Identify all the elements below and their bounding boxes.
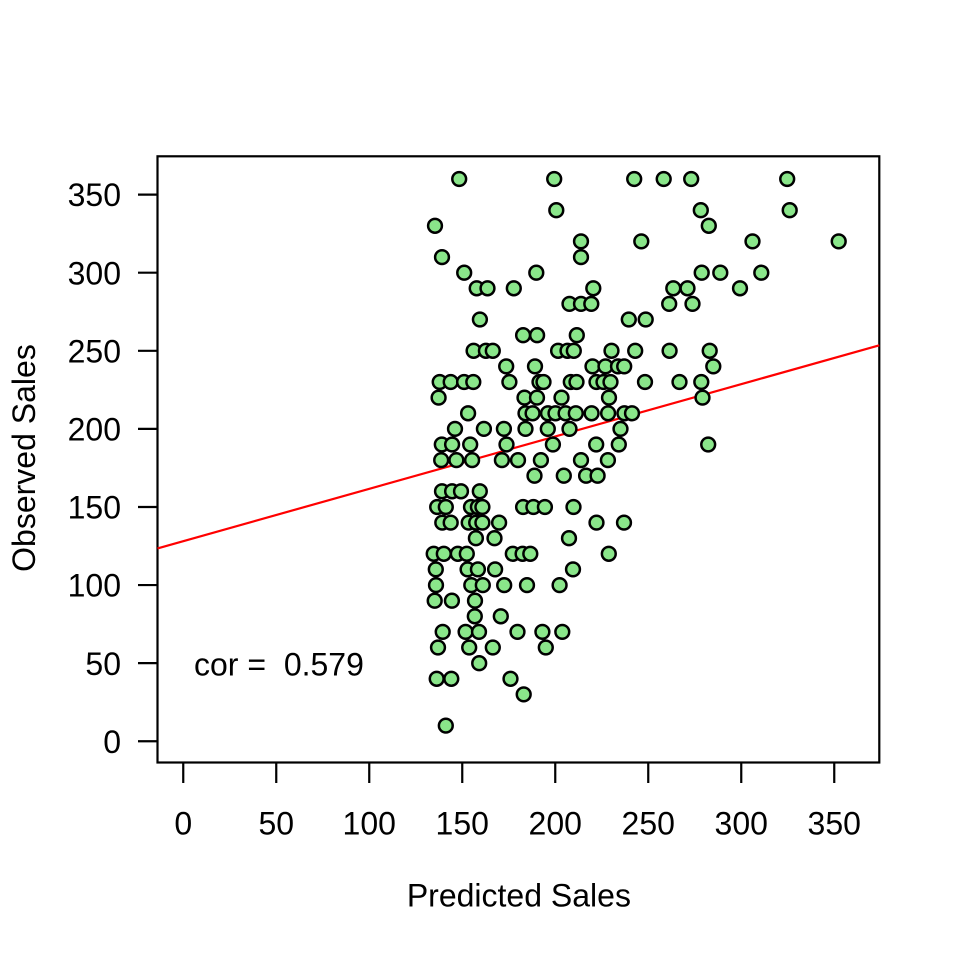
svg-text:0: 0 <box>103 724 121 760</box>
svg-text:250: 250 <box>622 806 675 842</box>
svg-text:350: 350 <box>68 177 121 213</box>
svg-text:300: 300 <box>68 255 121 291</box>
svg-text:300: 300 <box>715 806 768 842</box>
svg-text:150: 150 <box>436 806 489 842</box>
svg-text:200: 200 <box>529 806 582 842</box>
svg-text:200: 200 <box>68 411 121 447</box>
svg-text:cor = 0.579: cor = 0.579 <box>194 647 364 683</box>
svg-text:150: 150 <box>68 490 121 526</box>
svg-text:250: 250 <box>68 333 121 369</box>
svg-text:50: 50 <box>258 806 294 842</box>
svg-text:Observed Sales: Observed Sales <box>6 344 42 572</box>
svg-text:50: 50 <box>85 646 121 682</box>
svg-text:100: 100 <box>68 568 121 604</box>
svg-text:Predicted Sales: Predicted Sales <box>407 878 631 914</box>
svg-text:0: 0 <box>174 806 192 842</box>
svg-text:350: 350 <box>808 806 861 842</box>
svg-text:100: 100 <box>343 806 396 842</box>
